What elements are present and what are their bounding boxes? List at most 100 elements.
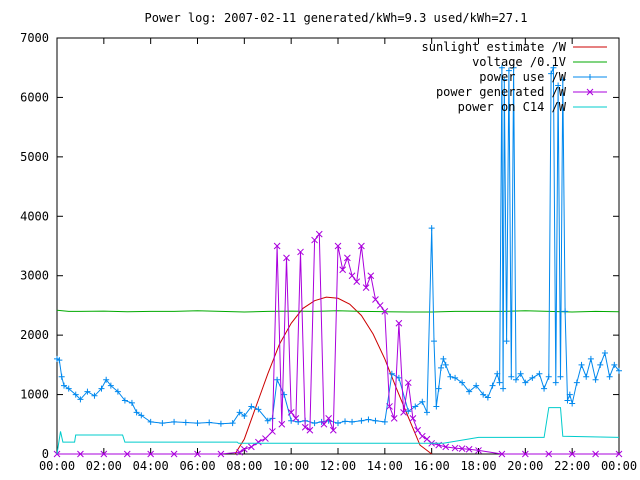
data-point: [573, 379, 580, 386]
data-point: [465, 445, 473, 453]
data-point: [295, 418, 302, 425]
legend-label: power generated /W: [436, 85, 567, 99]
data-point: [578, 361, 585, 368]
data-point: [311, 236, 318, 244]
data-point: [418, 432, 426, 440]
data-point: [306, 426, 314, 434]
data-point: [522, 379, 529, 386]
data-point: [278, 420, 286, 428]
data-point: [329, 426, 337, 434]
data-point: [133, 409, 140, 416]
data-point: [386, 403, 393, 410]
data-point: [353, 278, 361, 286]
data-point: [587, 355, 594, 362]
data-point: [65, 385, 72, 392]
data-point: [438, 364, 445, 371]
data-point: [400, 409, 407, 416]
data-point: [447, 373, 454, 380]
legend-marker: [586, 88, 594, 96]
data-point: [281, 391, 288, 398]
y-tick-label: 0: [42, 447, 49, 461]
data-point: [217, 450, 225, 458]
data-point: [442, 361, 449, 368]
data-point: [498, 64, 505, 71]
data-point: [423, 409, 430, 416]
data-point: [592, 450, 599, 458]
legend-label: power use /W: [479, 70, 566, 84]
data-point: [517, 370, 524, 377]
series-layer: [53, 64, 623, 458]
data-point: [562, 308, 569, 315]
data-point: [311, 420, 318, 427]
data-point: [348, 272, 356, 280]
data-point: [372, 296, 379, 303]
data-point: [159, 420, 166, 427]
data-point: [301, 423, 309, 431]
x-tick-label: 16:00: [414, 459, 450, 473]
data-point: [255, 438, 262, 446]
x-tick-label: 00:00: [39, 459, 75, 473]
series-4: [53, 230, 623, 458]
data-point: [358, 242, 365, 250]
y-tick-label: 3000: [20, 269, 49, 283]
series-1: [234, 296, 433, 455]
data-point: [72, 391, 79, 398]
data-point: [334, 242, 342, 250]
x-tick-label: 12:00: [320, 459, 356, 473]
data-point: [274, 376, 281, 383]
legend-entry: power generated /W: [436, 85, 607, 99]
legend-label: power on C14 /W: [458, 100, 567, 114]
data-point: [548, 70, 555, 77]
chart-title: Power log: 2007-02-11 generated/kWh=9.3 …: [145, 11, 528, 25]
data-point: [475, 447, 482, 454]
data-point: [529, 374, 536, 381]
data-point: [121, 397, 128, 404]
data-point: [240, 445, 248, 453]
x-tick-label: 06:00: [179, 459, 215, 473]
x-tick-label: 04:00: [133, 459, 169, 473]
series-line: [56, 407, 620, 455]
data-point: [264, 417, 271, 424]
data-point: [248, 403, 255, 410]
data-point: [390, 414, 398, 422]
data-point: [568, 450, 576, 458]
data-point: [315, 230, 323, 238]
legend-entry: power on C14 /W: [458, 100, 607, 114]
x-tick-label: 14:00: [367, 459, 403, 473]
data-point: [395, 319, 403, 327]
data-point: [564, 397, 571, 404]
data-point: [501, 76, 508, 83]
data-point: [545, 450, 553, 458]
data-point: [550, 64, 557, 71]
data-point: [358, 417, 365, 424]
data-point: [545, 373, 552, 380]
data-point: [442, 443, 450, 451]
data-point: [349, 418, 356, 425]
data-point: [557, 373, 564, 380]
data-point: [206, 419, 213, 426]
data-point: [376, 302, 384, 309]
data-point: [459, 379, 466, 386]
data-point: [292, 414, 300, 422]
data-point: [381, 308, 389, 315]
data-point: [458, 445, 466, 453]
data-point: [217, 420, 224, 427]
x-tick-label: 10:00: [273, 459, 309, 473]
data-point: [84, 388, 91, 395]
x-tick-label: 02:00: [86, 459, 122, 473]
data-point: [480, 391, 487, 398]
y-tick-label: 5000: [20, 150, 49, 164]
y-tick-label: 4000: [20, 209, 49, 223]
data-point: [404, 379, 412, 387]
x-axis: 00:00 02:00 04:00 06:00 08:00 10:00 12:00 14:00…: [39, 38, 637, 473]
data-point: [182, 419, 189, 426]
data-point: [541, 385, 548, 392]
data-point: [431, 338, 438, 345]
data-point: [147, 418, 154, 425]
data-point: [236, 448, 244, 456]
data-point: [473, 382, 480, 389]
data-point: [56, 357, 63, 364]
data-point: [435, 385, 442, 392]
data-point: [344, 254, 351, 262]
x-tick-label: 20:00: [507, 459, 543, 473]
